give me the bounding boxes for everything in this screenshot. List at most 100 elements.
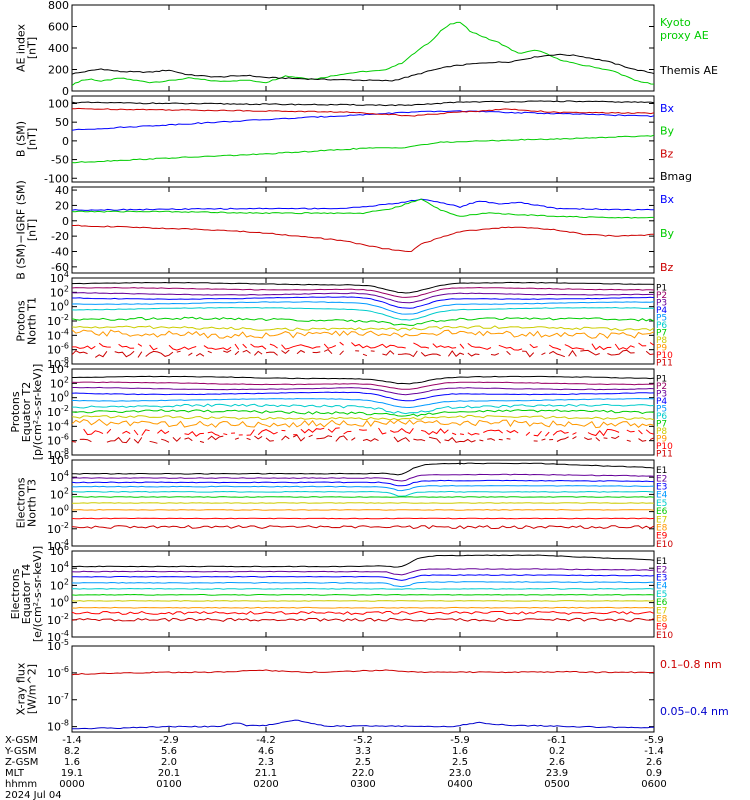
series-line-digrf-2 bbox=[72, 198, 654, 219]
series-line-ae-1 bbox=[72, 21, 654, 86]
y-tick-label: 104 bbox=[50, 270, 69, 285]
y-tick-label: 600 bbox=[48, 21, 69, 34]
legend-entry: E1 bbox=[656, 557, 667, 567]
y-axis-label: AE index bbox=[15, 23, 28, 72]
y-axis-label: Protons bbox=[9, 391, 22, 432]
legend-entry: P4 bbox=[656, 397, 667, 407]
legend-entry: E10 bbox=[656, 631, 673, 641]
legend-entry: P5 bbox=[656, 314, 667, 324]
x-axis-value: 2.5 bbox=[355, 757, 371, 768]
y-axis-label: [W/m^2] bbox=[26, 664, 39, 714]
x-axis-value: -5.9 bbox=[450, 735, 470, 746]
x-axis-value: 2.3 bbox=[258, 757, 274, 768]
y-axis-label: X-ray flux bbox=[15, 662, 28, 715]
y-tick-label: 106 bbox=[50, 543, 69, 558]
x-axis-value: 0.2 bbox=[549, 746, 565, 757]
series-line-pe-5 bbox=[72, 397, 654, 409]
series-line-b-1 bbox=[72, 100, 654, 107]
legend-entry: E3 bbox=[656, 483, 667, 493]
x-axis-value: 5.6 bbox=[161, 746, 177, 757]
series-line-xray-1 bbox=[72, 669, 654, 676]
y-tick-label: 10-6 bbox=[47, 665, 69, 680]
y-tick-label: 10-8 bbox=[47, 719, 69, 734]
legend-entry: P1 bbox=[656, 375, 667, 385]
y-tick-label: 10-4 bbox=[47, 327, 69, 342]
x-axis-value: 0.9 bbox=[646, 768, 662, 779]
legend-entry: P2 bbox=[656, 291, 667, 301]
legend-entry: Themis AE bbox=[659, 64, 718, 77]
legend-entry: P8 bbox=[656, 427, 667, 437]
date-label: 2024 Jul 04 bbox=[5, 790, 62, 800]
x-axis-value: 3.3 bbox=[355, 746, 371, 757]
series-line-ee-2 bbox=[72, 568, 654, 576]
legend-entry: proxy AE bbox=[660, 29, 709, 42]
legend-entry: Bmag bbox=[660, 170, 692, 183]
legend-entry: Kyoto bbox=[660, 16, 691, 29]
x-axis-value: 22.0 bbox=[352, 768, 374, 779]
y-tick-label: 10-2 bbox=[47, 313, 69, 328]
legend-entry: E5 bbox=[656, 590, 667, 600]
y-tick-label: 0 bbox=[62, 85, 69, 98]
legend-entry: E9 bbox=[656, 623, 668, 633]
y-tick-label: 104 bbox=[50, 361, 69, 376]
y-tick-label: 20 bbox=[55, 199, 69, 212]
y-tick-label: 106 bbox=[50, 452, 69, 467]
y-tick-label: 10-2 bbox=[47, 521, 69, 536]
x-axis-row-label: MLT bbox=[5, 768, 25, 779]
legend-entry: P2 bbox=[656, 382, 667, 392]
series-line-pn-10 bbox=[72, 341, 654, 351]
legend-entry: E1 bbox=[656, 466, 667, 476]
x-axis-value: 23.0 bbox=[449, 768, 471, 779]
y-tick-label: 50 bbox=[55, 116, 69, 129]
series-line-pn-2 bbox=[72, 286, 654, 298]
legend-entry: Bx bbox=[660, 102, 675, 115]
x-axis-value: 0200 bbox=[253, 779, 278, 790]
legend-entry: P7 bbox=[656, 328, 667, 338]
legend-entry: E3 bbox=[656, 574, 667, 584]
x-axis-row-label: Y-GSM bbox=[4, 746, 37, 757]
series-line-pn-7 bbox=[72, 316, 654, 326]
x-axis-value: -5.9 bbox=[644, 735, 664, 746]
series-line-xray-2 bbox=[72, 719, 654, 730]
y-tick-label: 102 bbox=[50, 284, 69, 299]
legend-entry: P10 bbox=[656, 442, 673, 452]
series-line-pn-4 bbox=[72, 296, 654, 309]
x-axis-value: 0300 bbox=[350, 779, 375, 790]
legend-entry: E4 bbox=[656, 582, 668, 592]
series-line-pn-8 bbox=[72, 325, 654, 331]
panel-pe: 10410210010-210-410-610-8ProtonsEquator … bbox=[9, 361, 673, 462]
x-axis-value: 1.6 bbox=[452, 746, 468, 757]
series-line-pe-3 bbox=[72, 386, 654, 396]
series-line-pn-1 bbox=[72, 281, 654, 294]
x-axis-value: 8.2 bbox=[64, 746, 80, 757]
x-axis-value: -1.4 bbox=[644, 746, 664, 757]
legend-entry: P8 bbox=[656, 336, 667, 346]
y-tick-label: 10-6 bbox=[47, 433, 69, 448]
series-line-en-9 bbox=[72, 517, 654, 520]
x-axis-value: -4.2 bbox=[256, 735, 276, 746]
series-line-pn-9 bbox=[72, 329, 654, 339]
series-line-pe-2 bbox=[72, 381, 654, 390]
series-line-ee-4 bbox=[72, 581, 654, 588]
series-line-pe-11 bbox=[72, 434, 654, 444]
y-tick-label: 102 bbox=[50, 375, 69, 390]
panel-xray: 10-5 10-6 10-7 10-8 X-ray flux[W/m^2] 0.1–0.8… bbox=[15, 638, 729, 734]
series-line-ee-8 bbox=[72, 606, 654, 609]
series-line-ae-2 bbox=[72, 53, 654, 82]
y-tick-label: 0 bbox=[62, 135, 69, 148]
series-line-en-8 bbox=[72, 508, 654, 511]
panel-frame bbox=[71, 4, 655, 92]
series-line-pe-10 bbox=[83, 427, 654, 437]
series-line-pe-7 bbox=[72, 409, 654, 417]
y-axis-label: [p/(cm²-s-sr-keV)] bbox=[31, 364, 44, 461]
y-axis-label: [nT] bbox=[26, 219, 39, 241]
legend-entry: P6 bbox=[656, 412, 667, 422]
series-line-digrf-1 bbox=[72, 198, 654, 211]
series-line-pe-4 bbox=[72, 391, 654, 402]
legend-entry: P7 bbox=[656, 419, 667, 429]
x-axis-value: 2.6 bbox=[549, 757, 565, 768]
